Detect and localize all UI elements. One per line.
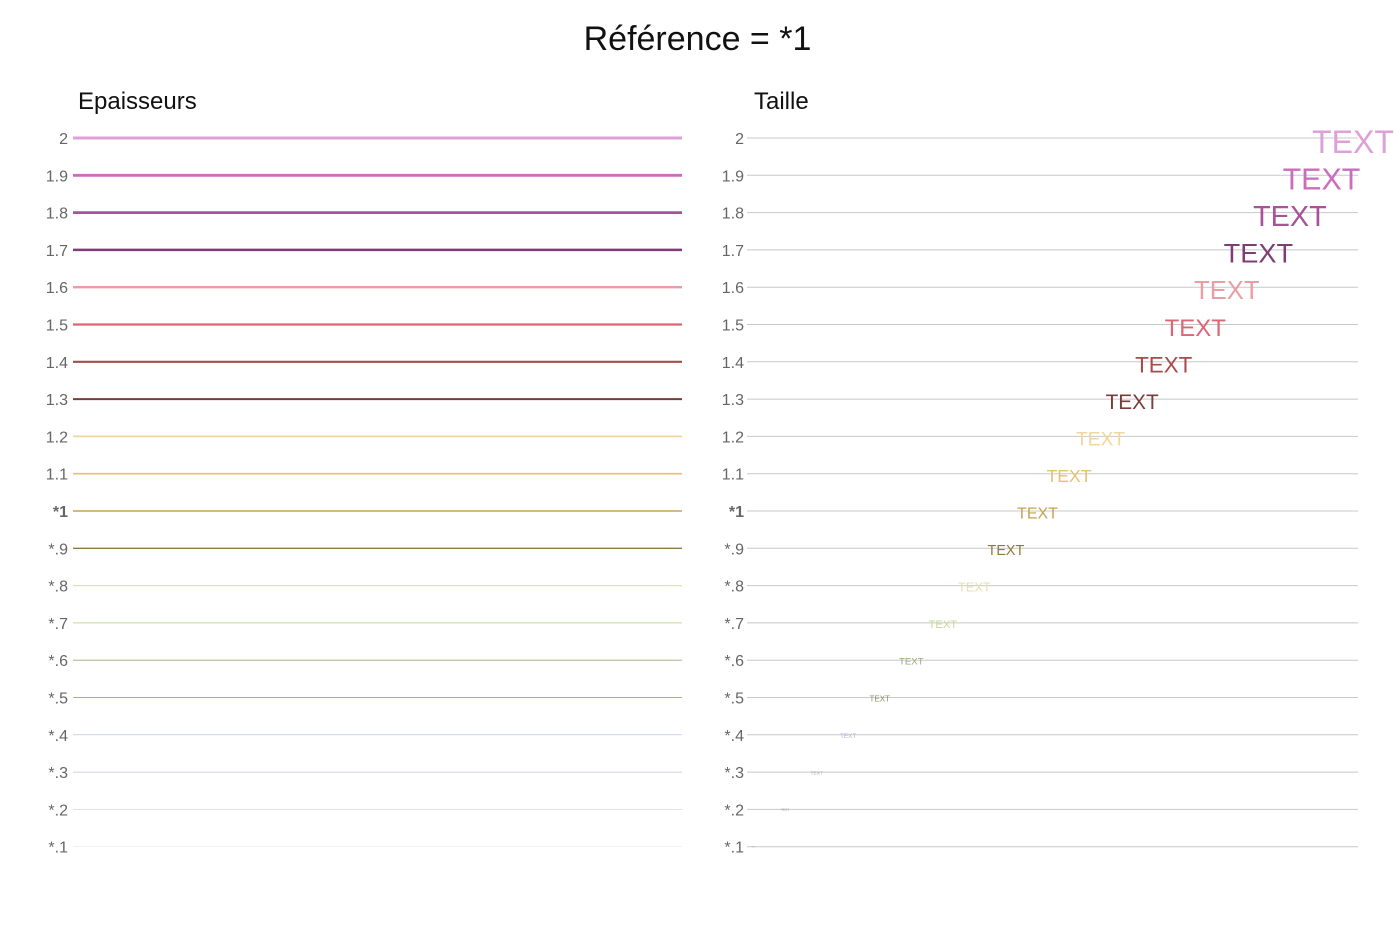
epaisseur-tick-label: *1 [53, 504, 68, 521]
taille-sample-text: TEXT [1165, 315, 1227, 342]
taille-sample-text: TEXT [1017, 506, 1058, 523]
taille-tick-label: *.7 [724, 616, 744, 633]
taille-sample-text: TEXT [988, 543, 1025, 559]
taille-tick-label: *1 [729, 504, 744, 521]
taille-sample-text: TEXT [752, 846, 756, 848]
taille-sample-text: TEXT [899, 657, 924, 668]
taille-sample-text: TEXT [1312, 124, 1394, 160]
epaisseur-tick-label: 1.8 [46, 206, 68, 223]
taille-tick-label: *.6 [724, 653, 744, 670]
taille-tick-label: 1.9 [722, 168, 744, 185]
taille-tick-label: *.8 [724, 579, 744, 596]
taille-sample-text: TEXT [1253, 201, 1327, 233]
taille-tick-label: *.3 [724, 765, 744, 782]
taille-tick-label: *.1 [724, 840, 744, 857]
taille-tick-label: *.5 [724, 691, 744, 708]
epaisseur-tick-label: *.4 [48, 728, 68, 745]
epaisseur-tick-label: 1.9 [46, 168, 68, 185]
taille-tick-label: 1.5 [722, 318, 744, 335]
epaisseur-tick-label: *.1 [48, 840, 68, 857]
taille-sample-text: TEXT [870, 694, 891, 703]
taille-tick-label: *.9 [724, 541, 744, 558]
taille-tick-label: 1.4 [722, 355, 744, 372]
epaisseur-tick-label: *.3 [48, 765, 68, 782]
epaisseur-tick-label: 1.7 [46, 243, 68, 260]
taille-sample-text: TEXT [1283, 163, 1361, 197]
epaisseur-tick-label: *.2 [48, 802, 68, 819]
epaisseur-tick-label: *.5 [48, 691, 68, 708]
taille-sample-text: TEXT [929, 619, 958, 631]
panel-title-taille: Taille [754, 88, 809, 115]
taille-sample-text: TEXT [811, 770, 823, 776]
taille-tick-label: 1.3 [722, 392, 744, 409]
epaisseur-tick-label: *.7 [48, 616, 68, 633]
taille-sample-text: TEXT [1047, 466, 1092, 486]
taille-tick-label: 1.7 [722, 243, 744, 260]
taille-tick-label: 1.8 [722, 206, 744, 223]
epaisseur-tick-label: 1.1 [46, 467, 68, 484]
epaisseur-tick-label: 1.3 [46, 392, 68, 409]
taille-sample-text: TEXT [1076, 429, 1125, 450]
taille-tick-label: *.2 [724, 802, 744, 819]
taille-sample-text: TEXT [1224, 238, 1293, 269]
epaisseur-tick-label: *.6 [48, 653, 68, 670]
epaisseur-tick-label: *.9 [48, 541, 68, 558]
taille-sample-text: TEXT [781, 808, 789, 812]
epaisseur-tick-label: 1.2 [46, 429, 68, 446]
epaisseur-tick-label: 1.5 [46, 318, 68, 335]
taille-sample-text: TEXT [1106, 391, 1159, 414]
epaisseur-tick-label: 1.4 [46, 355, 68, 372]
taille-tick-label: 1.6 [722, 280, 744, 297]
taille-tick-label: *.4 [724, 728, 744, 745]
taille-tick-label: 1.1 [722, 467, 744, 484]
epaisseur-tick-label: *.8 [48, 579, 68, 596]
panel-title-epaisseurs: Epaisseurs [78, 88, 197, 115]
taille-sample-text: TEXT [1135, 352, 1193, 377]
taille-tick-label: 1.2 [722, 429, 744, 446]
taille-sample-text: TEXT [958, 580, 991, 595]
epaisseur-tick-label: 2 [59, 131, 68, 148]
taille-tick-label: 2 [735, 131, 744, 148]
taille-sample-text: TEXT [1194, 277, 1260, 305]
chart-title: Référence = *1 [583, 20, 812, 58]
taille-sample-text: TEXT [840, 733, 856, 740]
epaisseur-tick-label: 1.6 [46, 280, 68, 297]
